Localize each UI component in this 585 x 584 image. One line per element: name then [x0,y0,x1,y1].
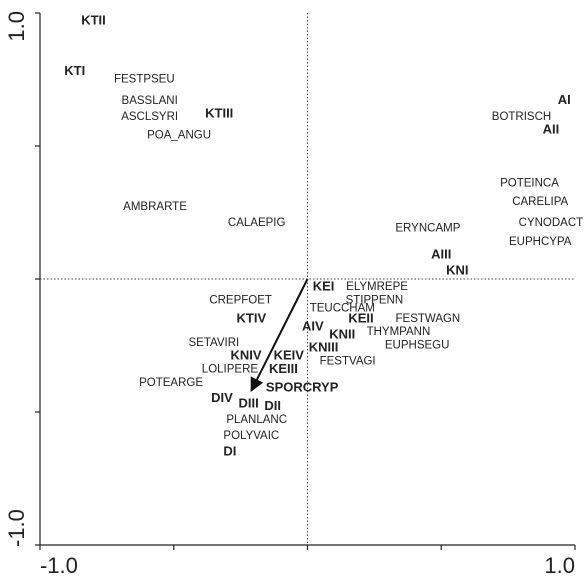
site-label: KNIII [309,340,339,355]
species-label: CREPFOET [209,294,272,306]
species-label: CALAEPIG [228,217,286,229]
species-label: LOLIPERE [202,363,259,375]
species-label: TEUCCHAM [310,302,375,314]
site-label: DII [264,398,281,413]
site-label: KNIV [230,348,261,363]
site-label: KTIII [205,106,233,121]
species-label: FESTVAGI [320,355,376,367]
species-label: AMBRARTE [123,201,187,213]
site-label: DIII [239,395,259,410]
species-label: POTEARGE [139,377,203,389]
species-label: FESTWAGN [396,313,461,325]
site-label: KTII [81,12,106,27]
species-label: ERYNCAMP [395,222,460,234]
site-label: KEI [313,278,335,293]
y-tick-label: -1.0 [4,509,29,547]
site-label: DIV [211,390,233,405]
site-label: KNII [329,326,355,341]
y-tick-label: 1.0 [4,11,29,42]
site-label: SPORCRYP [266,379,339,394]
species-label: POA_ANGU [147,129,211,141]
site-label: AI [558,92,571,107]
site-label: KTI [64,63,85,78]
species-label: POLYVAIC [223,430,279,442]
site-label: DI [223,443,236,458]
species-label: POTEINCA [500,177,559,189]
species-label: THYMPANN [367,326,431,338]
arrow [250,278,309,392]
x-tick-label: 1.0 [544,553,575,578]
site-label: KEIV [274,348,305,363]
site-label: AIV [302,318,324,333]
species-label: CARELIPA [512,196,568,208]
species-label: PLANLANC [226,414,287,426]
site-label: AIII [431,246,451,261]
species-label: EUPHSEGU [385,340,450,352]
species-label: FESTPSEU [114,74,175,86]
site-label: KEII [348,310,373,325]
species-label: STIPPENN [346,294,404,306]
species-label: SETAVIRI [189,337,240,349]
site-label: AII [543,121,560,136]
species-label: BASSLANI [122,95,178,107]
species-label: ELYMREPE [346,281,408,293]
species-label: BOTRISCH [492,111,551,123]
site-label: KEIII [269,361,298,376]
species-label: ASCLSYRI [121,111,178,123]
x-tick-label: -1.0 [40,553,78,578]
species-label: CYNODACT [519,217,584,229]
species-label: EUPHCYPA [509,236,572,248]
site-label: KNI [446,262,468,277]
site-label: KTIV [237,310,267,325]
